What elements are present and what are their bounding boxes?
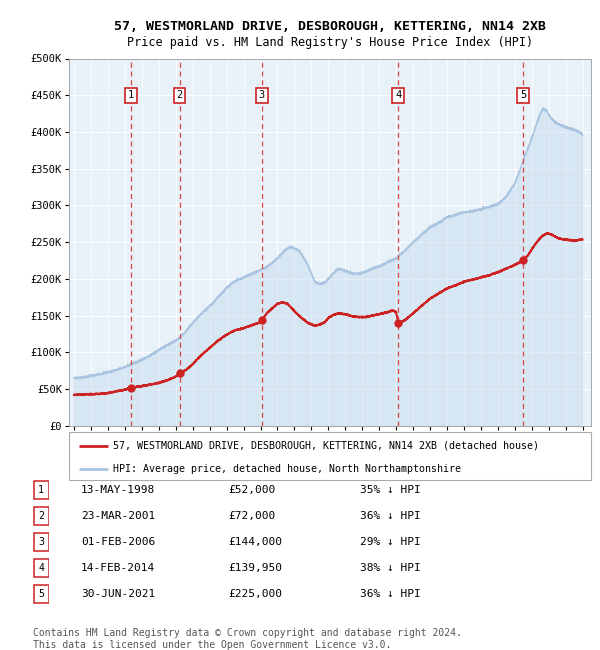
Text: 3: 3 <box>259 90 265 100</box>
Text: 01-FEB-2006: 01-FEB-2006 <box>81 537 155 547</box>
Text: 13-MAY-1998: 13-MAY-1998 <box>81 485 155 495</box>
Text: 57, WESTMORLAND DRIVE, DESBOROUGH, KETTERING, NN14 2XB: 57, WESTMORLAND DRIVE, DESBOROUGH, KETTE… <box>114 20 546 32</box>
Text: £52,000: £52,000 <box>228 485 275 495</box>
Text: 5: 5 <box>520 90 526 100</box>
Text: £72,000: £72,000 <box>228 511 275 521</box>
Text: 2: 2 <box>38 511 44 521</box>
Text: £139,950: £139,950 <box>228 563 282 573</box>
Text: 2: 2 <box>176 90 183 100</box>
Text: 3: 3 <box>38 537 44 547</box>
Text: 1: 1 <box>38 485 44 495</box>
Text: 5: 5 <box>38 589 44 599</box>
Text: 14-FEB-2014: 14-FEB-2014 <box>81 563 155 573</box>
Text: 36% ↓ HPI: 36% ↓ HPI <box>360 511 421 521</box>
Text: 4: 4 <box>38 563 44 573</box>
Text: Contains HM Land Registry data © Crown copyright and database right 2024.
This d: Contains HM Land Registry data © Crown c… <box>33 628 462 649</box>
Text: £225,000: £225,000 <box>228 589 282 599</box>
Text: 35% ↓ HPI: 35% ↓ HPI <box>360 485 421 495</box>
Text: 23-MAR-2001: 23-MAR-2001 <box>81 511 155 521</box>
Text: 4: 4 <box>395 90 401 100</box>
Text: 57, WESTMORLAND DRIVE, DESBOROUGH, KETTERING, NN14 2XB (detached house): 57, WESTMORLAND DRIVE, DESBOROUGH, KETTE… <box>113 441 539 450</box>
Text: HPI: Average price, detached house, North Northamptonshire: HPI: Average price, detached house, Nort… <box>113 464 461 474</box>
FancyBboxPatch shape <box>69 432 591 480</box>
Text: 1: 1 <box>128 90 134 100</box>
Text: 30-JUN-2021: 30-JUN-2021 <box>81 589 155 599</box>
Text: 36% ↓ HPI: 36% ↓ HPI <box>360 589 421 599</box>
Text: 29% ↓ HPI: 29% ↓ HPI <box>360 537 421 547</box>
Text: £144,000: £144,000 <box>228 537 282 547</box>
Text: Price paid vs. HM Land Registry's House Price Index (HPI): Price paid vs. HM Land Registry's House … <box>127 36 533 49</box>
Text: 38% ↓ HPI: 38% ↓ HPI <box>360 563 421 573</box>
